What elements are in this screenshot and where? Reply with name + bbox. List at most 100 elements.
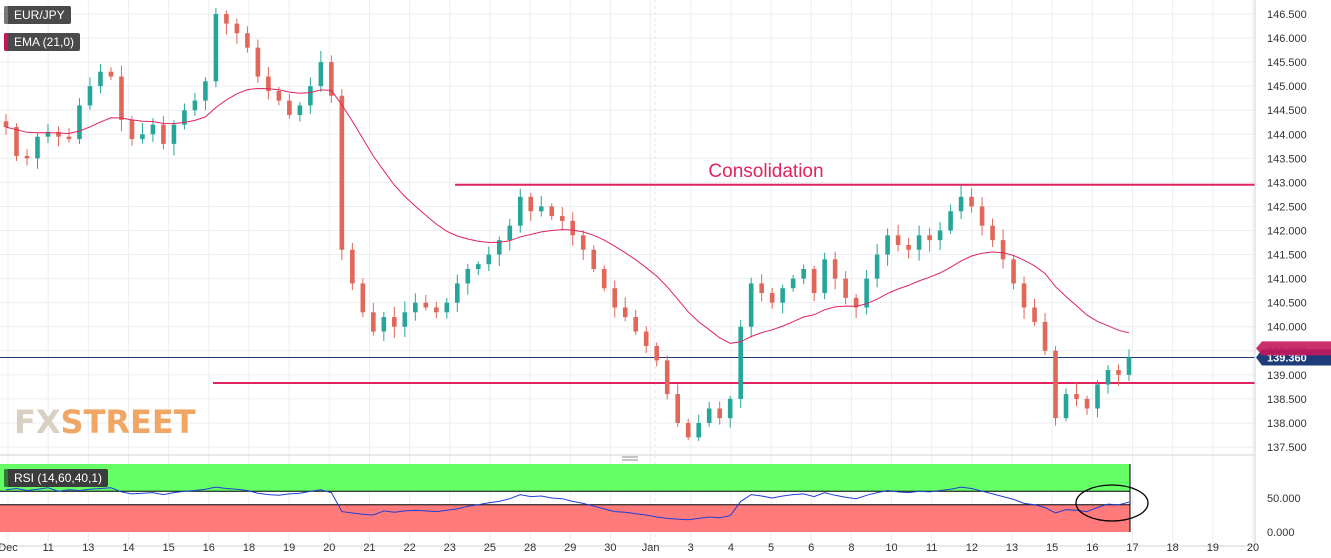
candle-down [3, 114, 9, 135]
time-tick-label: 21 [363, 542, 375, 554]
candle-body [538, 206, 544, 212]
time-tick-label: 3 [688, 542, 694, 554]
time-tick-label: 29 [564, 542, 576, 554]
watermark-logo: FXSTREET [14, 403, 196, 441]
candle-down [811, 265, 817, 302]
candle-up [948, 204, 953, 235]
time-tick-label: 13 [82, 542, 94, 554]
candle-up [318, 50, 324, 92]
candle-body [1063, 394, 1069, 419]
candle-down [528, 192, 534, 222]
candle-down [24, 149, 30, 166]
ema-line [5, 87, 1130, 344]
candle-body [297, 105, 303, 116]
symbol-label[interactable]: EUR/JPY [4, 6, 71, 24]
candle-body [98, 71, 103, 87]
candle-down [423, 294, 429, 311]
candle-up [864, 269, 869, 315]
price-tick-label: 144.500 [1267, 105, 1307, 117]
candle-body [685, 422, 691, 438]
candle-body [937, 230, 943, 241]
price-axis[interactable]: 146.500 146.000 145.500 145.000 144.500 144.0… [1254, 0, 1331, 558]
candle-body [948, 211, 953, 231]
candle-down [119, 65, 124, 132]
candle-body [14, 127, 19, 156]
candle-body [66, 136, 72, 140]
candle-down [129, 115, 135, 146]
candle-body [350, 249, 355, 284]
candle-body [549, 206, 555, 217]
candle-body [392, 317, 397, 327]
candle-body [1084, 398, 1090, 409]
time-tick-label: 14 [122, 542, 134, 554]
time-tick-label: Dec [0, 542, 18, 554]
candle-down [339, 89, 345, 260]
time-tick-label: 16 [1086, 542, 1098, 554]
price-tick-label: 143.000 [1267, 177, 1307, 189]
last-price-value: 139.360 [1267, 353, 1307, 365]
price-tick-label: 141.000 [1267, 274, 1307, 286]
candle-down [601, 265, 607, 292]
ema-label-text: EMA (21,0) [14, 35, 75, 49]
time-tick-label: 28 [524, 542, 536, 554]
rsi-overbought-zone [0, 464, 1130, 492]
candle-down [969, 188, 974, 213]
candle-body [150, 124, 156, 135]
time-tick-label: 13 [1006, 542, 1018, 554]
time-axis[interactable]: Dec 11 13 14 15 16 18 19 20 21 22 23 25 28 29 30 Jan 3 4 5 6… [0, 542, 1259, 554]
candle-up [308, 77, 313, 114]
candle-body [759, 283, 764, 294]
candle-up [1063, 388, 1069, 422]
candle-up [874, 243, 880, 288]
candle-body [192, 100, 198, 111]
rsi-indicator-label[interactable]: RSI (14,60,40,1) [4, 469, 109, 487]
price-tick-label: 140.000 [1267, 322, 1307, 334]
candle-body [1095, 384, 1100, 409]
candle-up [496, 236, 502, 267]
candle-body [853, 297, 859, 308]
candle-body [696, 422, 701, 438]
price-tick-label: 145.000 [1267, 81, 1307, 93]
candle-body [1116, 370, 1121, 375]
candle-down [769, 287, 775, 309]
rsi-label-text: RSI (14,60,40,1) [14, 471, 103, 485]
price-tick-label: 138.500 [1267, 394, 1307, 406]
candle-down [1042, 313, 1048, 356]
candle-up [203, 77, 208, 111]
candle-down [906, 237, 911, 259]
candle-up [958, 185, 964, 219]
candle-body [507, 225, 513, 241]
candle-up [465, 263, 471, 295]
candle-down [633, 309, 639, 335]
candle-body [780, 288, 785, 303]
candle-body [318, 62, 324, 87]
candle-down [1000, 229, 1006, 269]
candle-body [423, 302, 429, 308]
candle-down [1021, 276, 1027, 319]
time-tick-label: 15 [1046, 542, 1058, 554]
candle-body [843, 278, 848, 298]
candle-body [790, 278, 796, 289]
candle-up [916, 225, 922, 261]
candle-down [580, 230, 586, 260]
candle-body [255, 47, 261, 77]
candle-up [213, 8, 219, 88]
candle-body [266, 76, 271, 91]
candle-up [538, 195, 544, 217]
pane-resize-handle[interactable] [622, 456, 638, 461]
candle-body [161, 124, 166, 144]
candle-down [979, 197, 985, 236]
candle-body [35, 136, 40, 159]
candle-up [885, 228, 890, 266]
candle-body [528, 196, 534, 212]
time-tick-label: 8 [848, 542, 854, 554]
candle-body [287, 100, 292, 116]
time-tick-label: 17 [1126, 542, 1138, 554]
candle-body [182, 110, 187, 125]
candle-body [727, 398, 733, 419]
candle-up [77, 98, 82, 145]
candle-up [1095, 379, 1100, 418]
candle-up [171, 120, 177, 156]
candle-body [801, 268, 806, 279]
ema-indicator-label[interactable]: EMA (21,0) [4, 33, 81, 51]
